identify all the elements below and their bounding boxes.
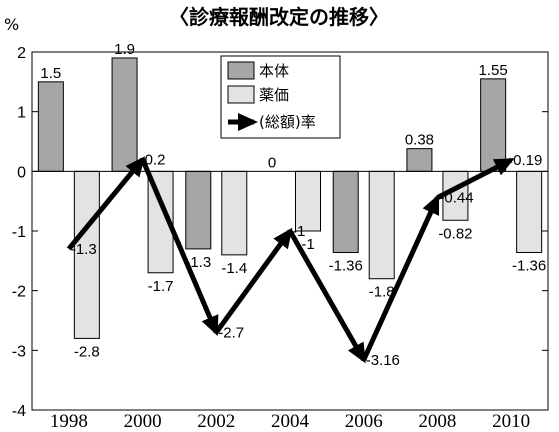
legend-label-honntai: 本体: [259, 62, 289, 80]
data-label-total: 0.19: [513, 152, 542, 169]
bar-yakka-2002: [221, 170, 248, 256]
bars: [37, 57, 543, 339]
data-label-total: -3.16: [366, 352, 400, 369]
bar-honntai-2006: [332, 170, 359, 253]
y-unit-label: %: [4, 15, 19, 34]
y-tick-label: -3: [12, 343, 26, 360]
x-tick-label: 2008: [418, 411, 456, 432]
y-tick-label: -4: [12, 403, 26, 420]
data-label-total: -1.3: [71, 241, 97, 258]
legend-swatch-yakka: [227, 85, 255, 104]
bar-yakka-2006: [368, 170, 395, 280]
bar-honntai-2002: [185, 170, 212, 250]
data-label-yakka: -2.8: [74, 343, 100, 360]
data-label-honntai: 0.38: [405, 132, 434, 149]
data-label-yakka: -1.8: [369, 284, 395, 301]
data-label-total: -0.44: [439, 190, 473, 207]
x-tick-label: 2000: [124, 411, 162, 432]
bar-honntai-2000: [111, 57, 138, 172]
x-tick-label: 2006: [345, 411, 383, 432]
data-label-honntai: -1.36: [329, 257, 363, 274]
chart-title: 〈診療報酬改定の推移〉: [169, 5, 389, 29]
bar-honntai-2010: [480, 78, 507, 172]
y-tick-label: -2: [12, 284, 26, 301]
total-segment: [361, 193, 440, 361]
bar-honntai-2008: [406, 148, 433, 172]
data-label-honntai: 1.5: [40, 65, 61, 82]
x-tick-label: 2004: [271, 411, 310, 432]
data-label-yakka: -1.36: [512, 257, 546, 274]
x-tick-label: 2002: [197, 411, 235, 432]
data-label-total: -2.7: [218, 324, 244, 341]
legend: 本体 薬価 (総額)率: [220, 55, 341, 139]
bar-yakka-2004: [295, 170, 321, 232]
total-segment: [214, 227, 293, 334]
y-tick-label: 2: [17, 45, 26, 62]
legend-label-total: (総額)率: [259, 113, 316, 131]
data-label-honntai: 0: [268, 154, 276, 171]
data-label-honntai: -1.3: [185, 254, 211, 271]
x-tick-label: 1998: [50, 411, 88, 432]
data-label-total: -1: [292, 223, 305, 240]
data-label-total: 0.2: [145, 151, 166, 168]
y-tick-label: 1: [17, 105, 26, 122]
total-segment: [287, 229, 366, 364]
total-segment: [436, 157, 515, 200]
y-axis: 2 1 0 -1 -2 -3 -4: [12, 45, 548, 420]
y-tick-label: 0: [17, 164, 26, 181]
y-tick-label: -1: [12, 224, 26, 241]
data-label-yakka: -1.7: [148, 278, 174, 295]
bar-yakka-1998: [73, 170, 100, 339]
legend-label-yakka: 薬価: [259, 86, 289, 104]
x-axis: 1998 2000 2002 2004 2006 2008 2010: [50, 411, 530, 432]
data-label-yakka: -1: [301, 236, 314, 253]
legend-swatch-honntai: [227, 61, 255, 80]
total-segment: [140, 158, 219, 337]
total-rate-line: [66, 156, 515, 364]
data-label-yakka: -1.4: [221, 260, 247, 277]
data-labels: 1.5 -2.8 1.9 -1.7 -1.3 -1.4 0 -1 -1.36 -1.8 0.38 -0…: [40, 41, 546, 369]
data-label-honntai: 1.55: [479, 62, 508, 79]
data-label-yakka: -0.82: [438, 225, 472, 242]
x-tick-label: 2010: [492, 411, 530, 432]
bar-honntai-1998: [37, 81, 64, 172]
bar-yakka-2010: [516, 170, 543, 253]
total-segment: [66, 156, 146, 251]
data-label-honntai: 1.9: [114, 41, 135, 58]
